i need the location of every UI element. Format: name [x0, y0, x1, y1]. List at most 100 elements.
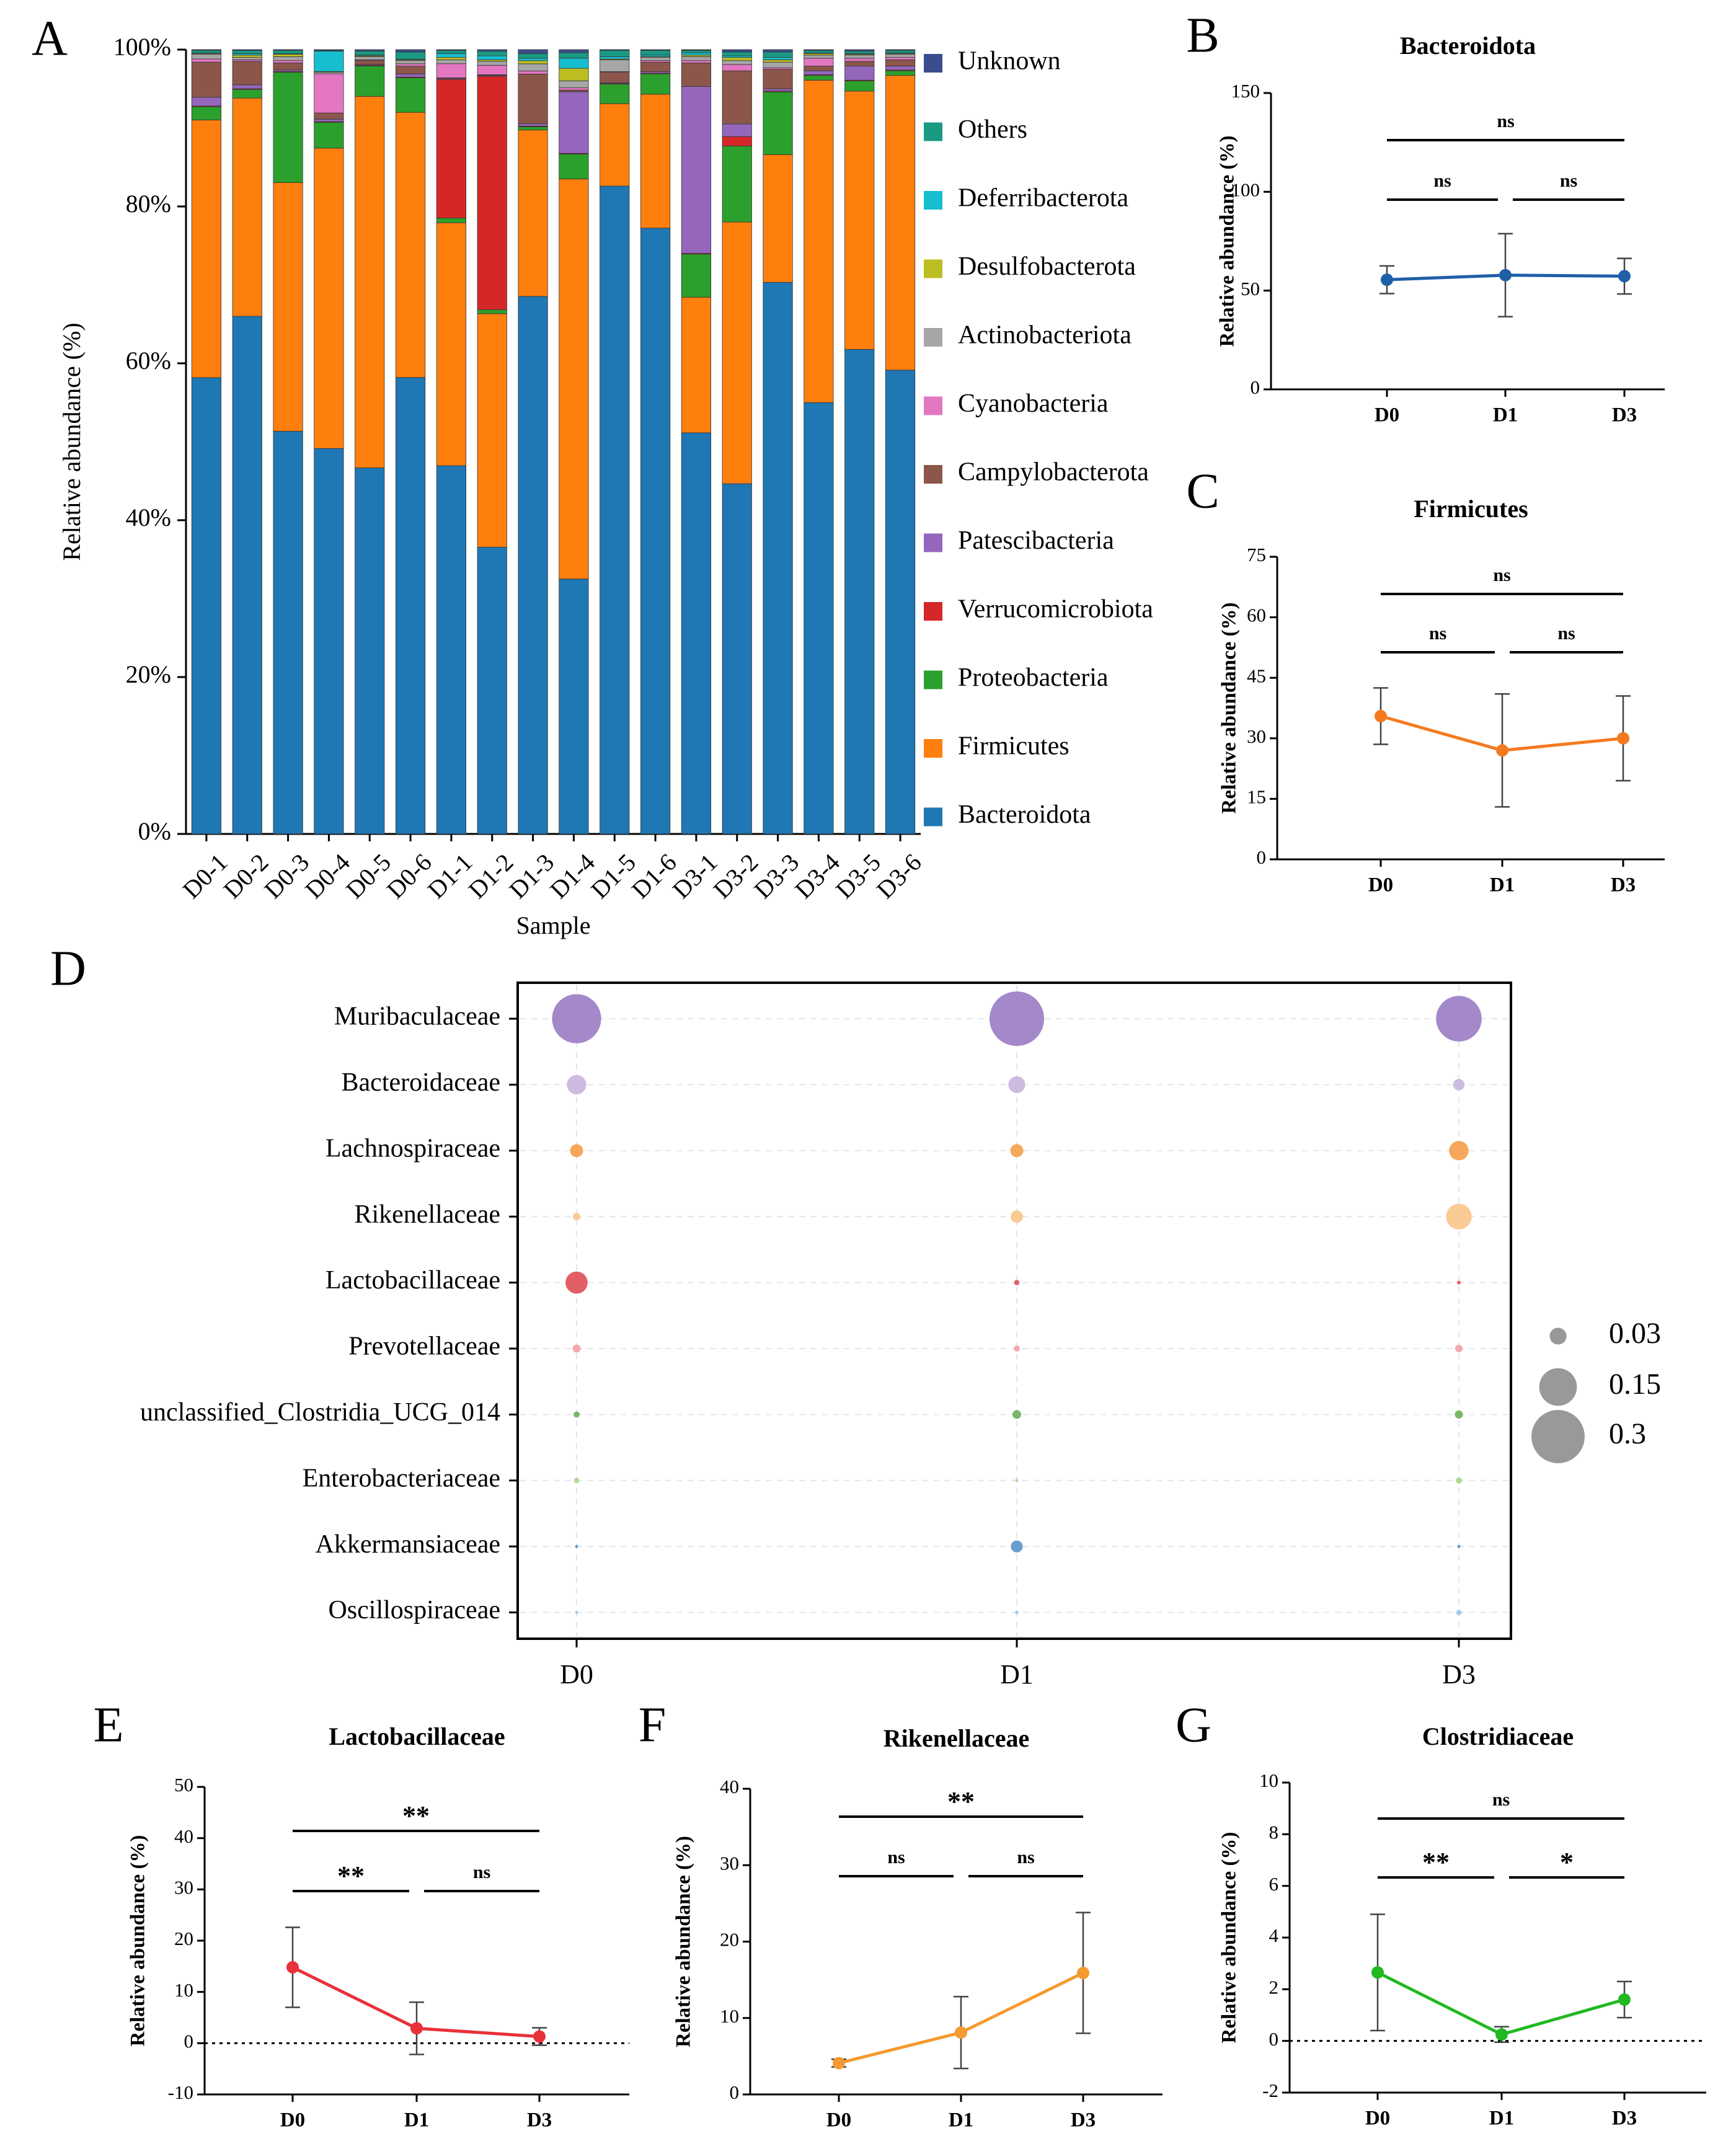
- bar-segment-others: [355, 51, 385, 56]
- legend-label: Deferribacterota: [958, 184, 1128, 213]
- bubble: [1455, 1344, 1463, 1353]
- bar-segment-campylobacterota: [804, 66, 834, 71]
- bar-segment-proteobacteria: [844, 81, 875, 92]
- x-tick-label: D0-4: [299, 848, 355, 904]
- bar-segment-firmicutes: [232, 97, 262, 317]
- bar-segment-others: [804, 50, 834, 53]
- bar-segment-proteobacteria: [436, 218, 467, 223]
- data-point: [1618, 270, 1631, 283]
- bar-segment-actinobacteriota: [355, 56, 385, 60]
- x-tick-label: D1: [1000, 1659, 1034, 1690]
- bar-segment-deferribacterota: [436, 53, 467, 58]
- bubble: [990, 991, 1044, 1046]
- bubble: [1436, 996, 1482, 1042]
- bar-segment-unknown: [355, 49, 385, 51]
- x-tick-label: D0-2: [218, 848, 274, 904]
- series-line: [1376, 1971, 1625, 2036]
- x-tick-label: D1: [1490, 874, 1515, 897]
- panel-letter-G: G: [1176, 1698, 1211, 1752]
- bar-segment-deferribacterota: [600, 56, 630, 60]
- bar-segment-proteobacteria: [804, 75, 834, 81]
- y-tick-label: 60: [1247, 605, 1266, 626]
- y-tick-label: 45: [1247, 665, 1266, 686]
- significance-label: ns: [1493, 565, 1510, 585]
- bubble: [1457, 1544, 1461, 1548]
- y-tick-label: 20%: [126, 660, 171, 688]
- y-tick-label: 2: [1269, 1976, 1279, 1998]
- bar-segment-cyanobacteria: [844, 58, 875, 62]
- bar-segment-patescibacteria: [191, 97, 222, 107]
- bar-segment-patescibacteria: [559, 91, 589, 154]
- y-tick-label: 150: [1231, 80, 1260, 102]
- bubble: [1010, 1144, 1024, 1158]
- data-point: [1495, 2028, 1508, 2041]
- bar-segment-others: [763, 51, 793, 58]
- legend-swatch: [924, 396, 942, 415]
- bar-segment-firmicutes: [681, 296, 712, 433]
- y-tick-label: Oscillospiraceae: [328, 1596, 500, 1624]
- y-tick-label: 100: [1231, 179, 1260, 200]
- bubble: [574, 1411, 580, 1418]
- bar-segment-cyanobacteria: [395, 63, 426, 66]
- bar-segment-firmicutes: [763, 154, 793, 283]
- size-legend-label: 0.03: [1609, 1317, 1661, 1350]
- bubble: [565, 1271, 588, 1294]
- bar-segment-verrucomicrobiota: [722, 136, 752, 146]
- significance-label: **: [402, 1801, 430, 1831]
- bar-segment-others: [518, 53, 548, 59]
- bar-segment-bacteroidota: [722, 483, 752, 835]
- y-tick-label: 30: [1247, 725, 1266, 747]
- bar-segment-proteobacteria: [314, 122, 344, 149]
- significance-label: ns: [1560, 171, 1577, 191]
- bubble: [552, 994, 601, 1043]
- y-tick-label: 50: [1241, 278, 1260, 299]
- bar-segment-unknown: [518, 49, 548, 54]
- x-tick-label: D3: [1612, 2107, 1637, 2130]
- bar-segment-proteobacteria: [763, 91, 793, 155]
- chart-title: Lactobacillaceae: [329, 1722, 505, 1750]
- x-tick-label: D1-2: [463, 848, 519, 904]
- y-tick-label: -2: [1262, 2080, 1278, 2101]
- bar-segment-bacteroidota: [763, 281, 793, 835]
- panel-letter-E: E: [94, 1698, 124, 1752]
- data-point: [1499, 268, 1512, 281]
- y-tick-label: 20: [174, 1928, 193, 1949]
- bubble: [1008, 1076, 1025, 1093]
- size-legend-bubble: [1549, 1327, 1567, 1345]
- legend-label: Bacteroidota: [958, 800, 1091, 829]
- bar-segment-verrucomicrobiota: [436, 79, 467, 219]
- bar-segment-patescibacteria: [518, 123, 548, 126]
- x-tick-label: D3-3: [748, 848, 804, 904]
- line-chart-rikenellaceae: 0 10 20 30 40 D0 D1 D3 Rikenellaceae Relative abu…: [673, 1724, 1162, 2132]
- legend-swatch: [924, 54, 942, 73]
- bar-segment-cyanobacteria: [477, 64, 507, 75]
- bar-segment-bacteroidota: [395, 377, 426, 835]
- plot-frame: [516, 981, 1512, 1640]
- y-tick-label: -10: [168, 2081, 193, 2103]
- bar-segment-actinobacteriota: [844, 55, 875, 59]
- legend-swatch: [924, 122, 942, 141]
- x-tick-label: D3: [1442, 1659, 1476, 1690]
- bar-segment-desulfobacterota: [436, 57, 467, 60]
- bar-segment-desulfobacterota: [518, 60, 548, 64]
- data-point: [1381, 273, 1393, 286]
- legend-label: Unknown: [958, 47, 1061, 76]
- bar-segment-actinobacteriota: [273, 56, 303, 61]
- legend-label: Others: [958, 115, 1027, 144]
- significance-label: ns: [1433, 171, 1451, 191]
- bar-segment-actinobacteriota: [722, 60, 752, 65]
- bar-segment-bacteroidota: [232, 316, 262, 835]
- bar-segment-others: [681, 50, 712, 53]
- bubble: [572, 1213, 581, 1221]
- y-tick-label: 40%: [126, 503, 171, 531]
- bar-segment-firmicutes: [477, 313, 507, 547]
- significance-label: ns: [1557, 623, 1575, 644]
- bar-segment-firmicutes: [885, 75, 916, 371]
- bubble: [1455, 1410, 1463, 1419]
- bar-segment-bacteroidota: [191, 377, 222, 835]
- bar-segment-desulfobacterota: [722, 57, 752, 61]
- data-point: [1371, 1966, 1384, 1979]
- bar-segment-campylobacterota: [844, 61, 875, 66]
- y-tick-label: 10: [720, 2005, 739, 2027]
